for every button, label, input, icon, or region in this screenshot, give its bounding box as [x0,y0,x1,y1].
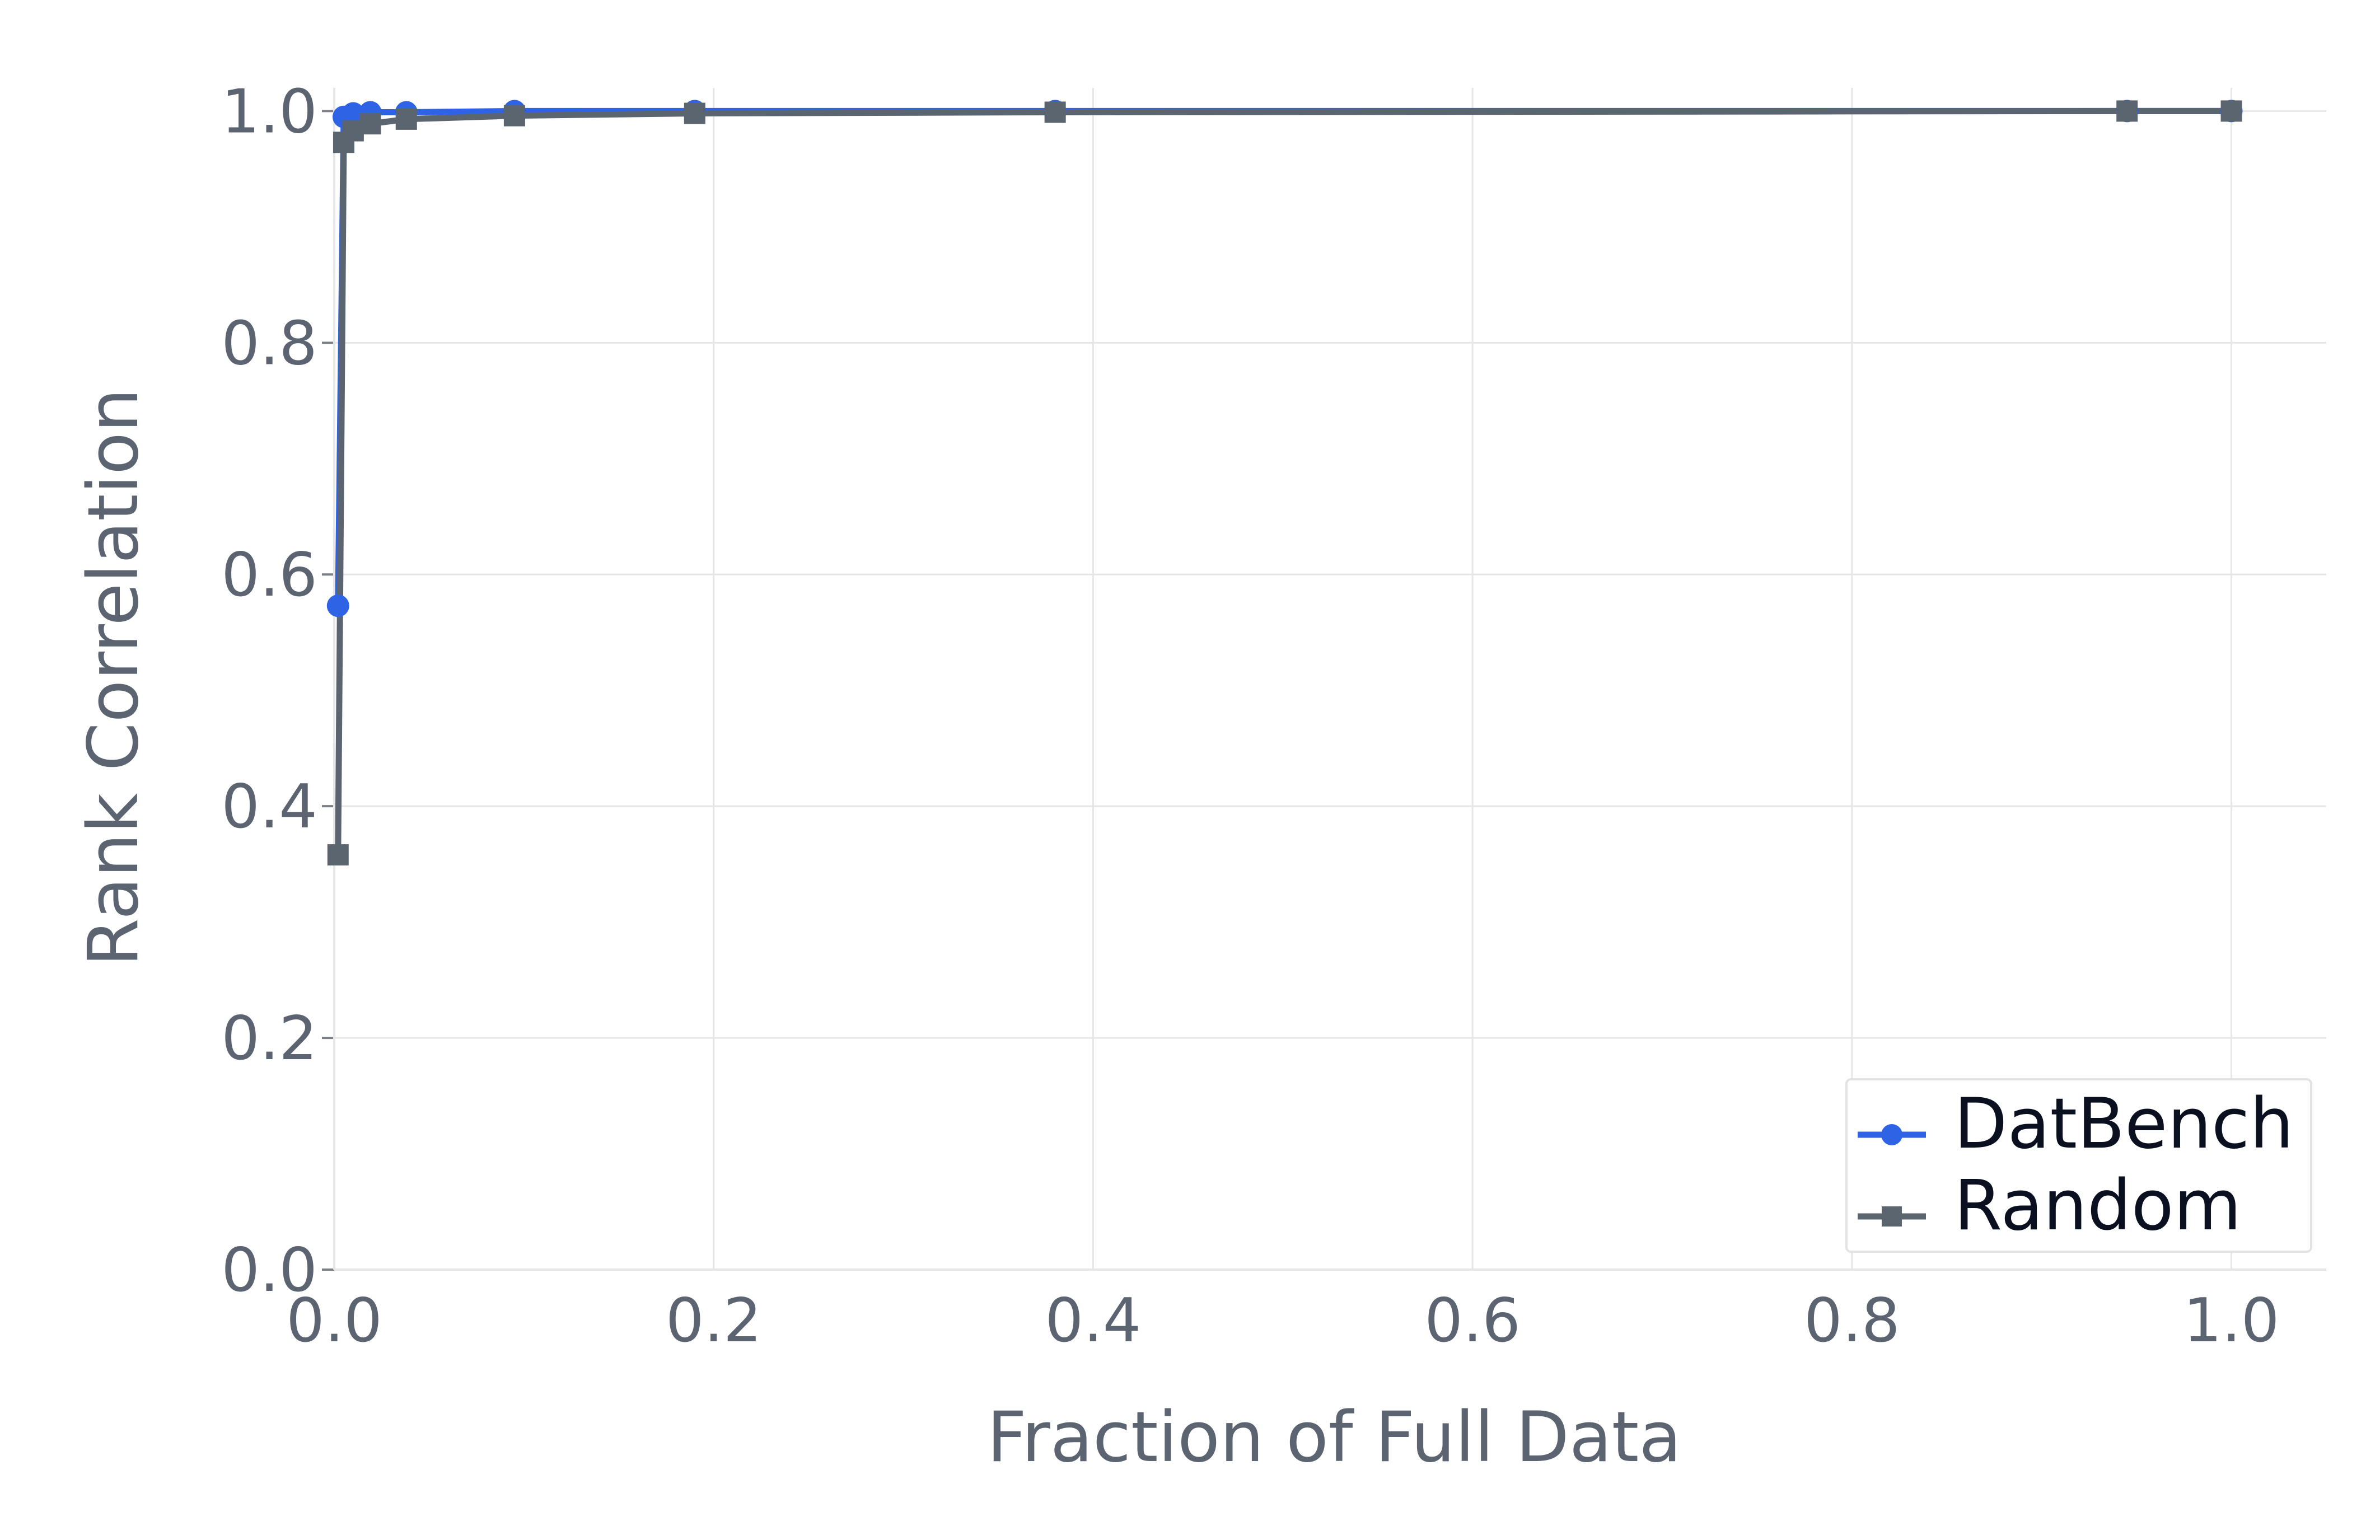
y-tick-label: 0.8 [221,308,317,378]
y-axis-title: Rank Correlation [73,388,154,967]
legend-item-datbench[interactable]: DatBench [1858,1084,2294,1164]
data-point-random [327,844,349,866]
data-point-random [1044,101,1066,123]
data-point-random [359,113,381,135]
series-line-random [335,107,2235,858]
x-tick-label: 1.0 [2183,1286,2280,1356]
x-tick-label: 0.0 [286,1286,382,1356]
axes [322,88,2326,1271]
series-markers [326,100,2243,866]
legend-label-random: Random [1954,1165,2241,1246]
legend: DatBench Random [1845,1078,2312,1253]
data-point-random [503,105,525,127]
legend-box [1845,1078,2312,1253]
series-line-datbench [335,107,2235,609]
y-tick-label: 0.2 [221,1004,317,1074]
data-point-datbench [326,595,349,617]
series-lines [335,107,2235,858]
tick-labels: 0.0 0.2 0.4 0.6 0.8 1.0 0.0 0.2 0.4 0.6 0.8 1.0 [221,77,2279,1356]
legend-marker-random [1882,1206,1902,1227]
legend-marker-datbench [1881,1124,1902,1145]
y-tick-label: 0.0 [221,1235,317,1305]
x-tick-label: 0.6 [1424,1286,1521,1356]
x-axis-title: Fraction of Full Data [987,1397,1682,1478]
legend-item-random[interactable]: Random [1858,1165,2241,1246]
data-point-datbench [342,102,364,125]
data-point-random [2116,100,2138,122]
x-tick-label: 0.4 [1045,1286,1142,1356]
y-tick-label: 0.6 [221,540,317,610]
x-tick-label: 0.8 [1804,1286,1900,1356]
data-point-random [684,102,705,124]
x-tick-label: 0.2 [666,1286,762,1356]
legend-label-datbench: DatBench [1954,1084,2294,1164]
y-tick-label: 0.4 [221,772,317,842]
data-point-random [2220,100,2242,122]
y-tick-label: 1.0 [221,77,317,147]
data-point-random [395,108,417,130]
